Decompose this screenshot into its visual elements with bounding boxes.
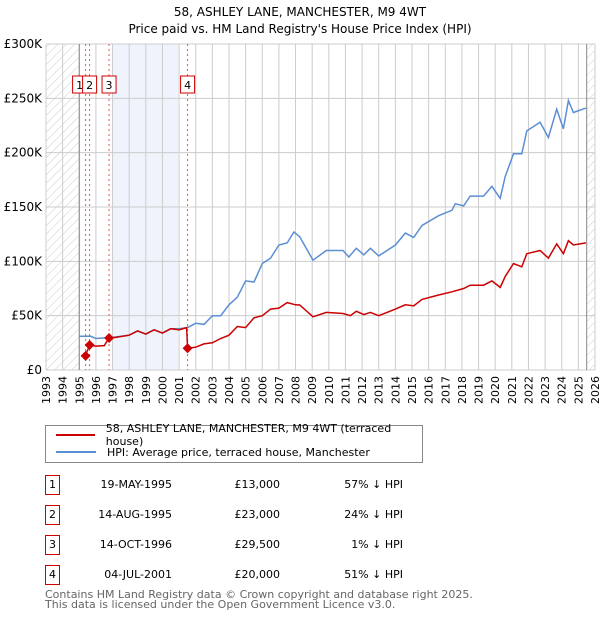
marker-number: 4	[45, 565, 60, 585]
x-tick-label: 1997	[107, 376, 120, 404]
table-row: 4 04-JUL-2001 £20,000 51% ↓ HPI	[45, 565, 425, 585]
sale-date: 04-JUL-2001	[104, 568, 172, 581]
x-tick-label: 2026	[589, 376, 600, 404]
y-tick-label: £150K	[4, 200, 44, 214]
x-tick-label: 2015	[406, 376, 419, 404]
legend-label-hpi: HPI: Average price, terraced house, Manc…	[107, 445, 370, 459]
x-tick-label: 2016	[423, 376, 436, 404]
x-tick-label: 2012	[356, 376, 369, 404]
x-tick-label: 2000	[156, 376, 169, 404]
table-row: 2 14-AUG-1995 £23,000 24% ↓ HPI	[45, 505, 425, 525]
x-tick-label: 2003	[206, 376, 219, 404]
x-tick-label: 2019	[473, 376, 486, 404]
x-tick-label: 2010	[323, 376, 336, 404]
y-tick-label: £0	[27, 363, 42, 377]
x-tick-label: 2004	[223, 376, 236, 404]
chart-subtitle: Price paid vs. HM Land Registry's House …	[128, 22, 471, 36]
sale-date: 14-OCT-1996	[99, 538, 172, 551]
legend-item-property: 58, ASHLEY LANE, MANCHESTER, M9 4WT (ter…	[56, 422, 422, 448]
x-tick-label: 2017	[439, 376, 452, 404]
legend-swatch-blue	[56, 451, 96, 453]
marker-number: 1	[45, 475, 60, 495]
sale-price: £20,000	[234, 568, 281, 581]
hpi-diff: 1% ↓ HPI	[351, 538, 403, 551]
x-tick-label: 2020	[489, 376, 502, 404]
x-tick-label: 1995	[73, 376, 86, 404]
x-tick-label: 2008	[290, 376, 303, 404]
legend: 58, ASHLEY LANE, MANCHESTER, M9 4WT (ter…	[45, 422, 423, 463]
x-tick-label: 2007	[273, 376, 286, 404]
sale-point	[84, 340, 95, 351]
x-tick-label: 2022	[522, 376, 535, 404]
sale-date: 19-MAY-1995	[100, 478, 172, 491]
hpi-diff: 51% ↓ HPI	[344, 568, 403, 581]
chart-title: 58, ASHLEY LANE, MANCHESTER, M9 4WT	[174, 5, 427, 19]
marker-number: 3	[45, 535, 60, 555]
sale-point	[182, 343, 193, 354]
x-tick-label: 2014	[389, 376, 402, 404]
x-tick-label: 2005	[240, 376, 253, 404]
y-tick-label: £300K	[4, 37, 44, 51]
x-tick-label: 1996	[90, 376, 103, 404]
x-tick-label: 2011	[339, 376, 352, 404]
x-tick-label: 2002	[190, 376, 203, 404]
hpi-diff: 24% ↓ HPI	[344, 508, 403, 521]
marker-number: 2	[45, 505, 60, 525]
sale-label-4: 4	[180, 75, 196, 94]
sale-label-2: 2	[82, 75, 98, 94]
x-tick-label: 2024	[556, 376, 569, 404]
sale-price: £29,500	[234, 538, 281, 551]
sale-label-number: 2	[86, 79, 93, 92]
footer-copyright: Contains HM Land Registry data © Crown c…	[45, 588, 473, 601]
x-tick-label: 2023	[539, 376, 552, 404]
y-tick-label: £50K	[11, 309, 43, 323]
x-tick-label: 2013	[373, 376, 386, 404]
price-chart: 58, ASHLEY LANE, MANCHESTER, M9 4WT Pric…	[4, 5, 600, 404]
x-tick-label: 2009	[306, 376, 319, 404]
x-tick-label: 1999	[140, 376, 153, 404]
legend-label-property: 58, ASHLEY LANE, MANCHESTER, M9 4WT (ter…	[105, 422, 392, 448]
legend-swatch-red	[56, 434, 95, 436]
x-tick-label: 1994	[57, 376, 70, 404]
sale-label-3: 3	[101, 75, 117, 94]
sale-point	[104, 332, 115, 343]
footer: Contains HM Land Registry data © Crown c…	[45, 588, 473, 611]
x-tick-label: 1993	[40, 376, 53, 404]
sale-date: 14-AUG-1995	[98, 508, 172, 521]
y-tick-label: £200K	[4, 146, 44, 160]
sale-point	[80, 350, 91, 361]
sale-label-box	[82, 75, 98, 94]
y-tick-label: £100K	[4, 254, 44, 268]
table-row: 1 19-MAY-1995 £13,000 57% ↓ HPI	[45, 475, 425, 495]
footer-licence: This data is licensed under the Open Gov…	[45, 598, 396, 611]
sale-label-box	[101, 75, 117, 94]
sale-price: £23,000	[234, 508, 281, 521]
sale-label-box	[180, 75, 196, 94]
legend-item-hpi: HPI: Average price, terraced house, Manc…	[56, 444, 370, 460]
sale-label-number: 3	[106, 79, 113, 92]
sale-price: £13,000	[234, 478, 281, 491]
x-tick-label: 2006	[256, 376, 269, 404]
x-tick-label: 2021	[506, 376, 519, 404]
x-tick-label: 1998	[123, 376, 136, 404]
table-row: 3 14-OCT-1996 £29,500 1% ↓ HPI	[45, 535, 425, 555]
sale-label-number: 4	[184, 79, 191, 92]
sale-label-number: 1	[76, 79, 83, 92]
x-tick-label: 2001	[173, 376, 186, 404]
price-paid-line	[84, 239, 587, 357]
hpi-diff: 57% ↓ HPI	[344, 478, 403, 491]
x-tick-label: 2025	[572, 376, 585, 404]
x-tick-label: 2018	[456, 376, 469, 404]
y-tick-label: £250K	[4, 91, 44, 105]
